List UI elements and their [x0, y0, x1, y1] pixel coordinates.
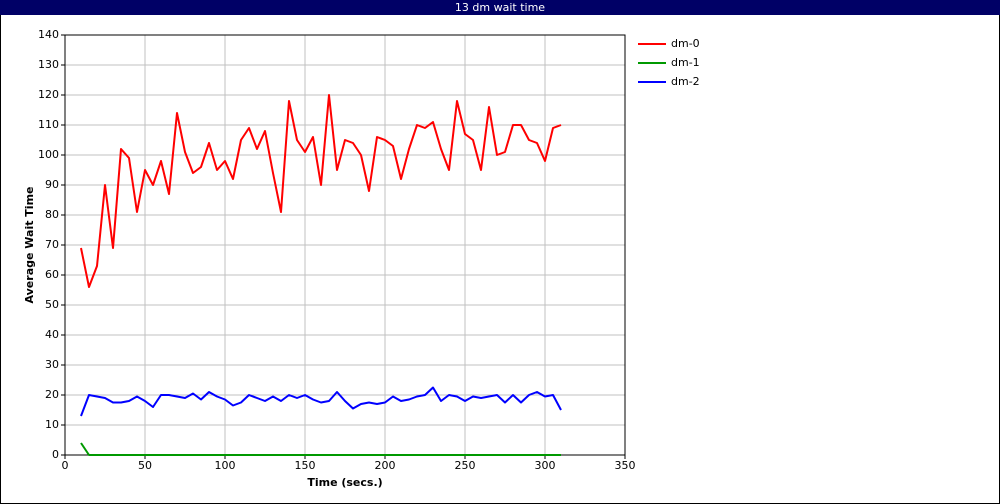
x-tick-label: 350 [615, 459, 636, 472]
title-bar [0, 0, 1000, 15]
x-axis-label: Time (secs.) [307, 476, 382, 489]
y-tick-label: 50 [45, 298, 59, 311]
y-tick-label: 20 [45, 388, 59, 401]
y-tick-label: 80 [45, 208, 59, 221]
x-tick-label: 50 [138, 459, 152, 472]
x-tick-label: 200 [375, 459, 396, 472]
series-line [80, 94, 562, 288]
y-axis-label: Average Wait Time [23, 187, 36, 304]
y-tick-label: 90 [45, 178, 59, 191]
x-tick-label: 150 [295, 459, 316, 472]
x-tick-label: 250 [455, 459, 476, 472]
y-tick-label: 100 [38, 148, 59, 161]
y-tick-label: 120 [38, 88, 59, 101]
x-tick-label: 0 [62, 459, 69, 472]
y-tick-label: 10 [45, 418, 59, 431]
y-tick-label: 0 [52, 448, 59, 461]
x-tick-label: 300 [535, 459, 556, 472]
y-tick-label: 110 [38, 118, 59, 131]
window-title: 13 dm wait time [455, 1, 545, 14]
y-tick-label: 130 [38, 58, 59, 71]
y-tick-label: 30 [45, 358, 59, 371]
y-tick-label: 60 [45, 268, 59, 281]
series-line [80, 386, 562, 417]
legend-label: dm-2 [671, 75, 700, 88]
y-tick-label: 40 [45, 328, 59, 341]
legend-label: dm-0 [671, 37, 700, 50]
legend-label: dm-1 [671, 56, 700, 69]
y-tick-label: 70 [45, 238, 59, 251]
y-tick-label: 140 [38, 28, 59, 41]
x-tick-label: 100 [215, 459, 236, 472]
series-line [80, 442, 561, 456]
